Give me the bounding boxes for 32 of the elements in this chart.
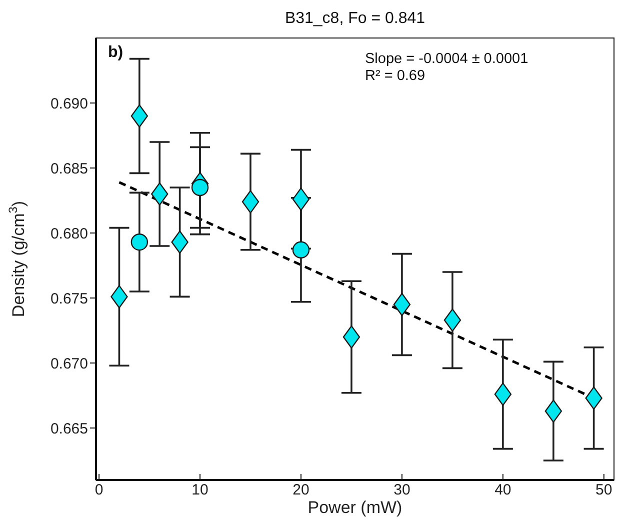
y-tick-label: 0.685 [50,160,88,178]
point [191,178,209,196]
point [110,285,128,308]
x-axis-title: Power (mW) [306,498,404,518]
point [544,400,562,423]
annotation: R² = 0.69 [365,68,426,84]
point [342,325,360,349]
point [151,182,168,206]
point [393,292,411,316]
x-tick-label: 50 [596,482,612,499]
point [292,241,310,258]
point [292,188,310,211]
x-tick-label: 40 [494,482,512,499]
y-tick-label: 0.670 [50,355,88,372]
y-tick-label: 0.680 [50,225,88,242]
point [444,308,462,332]
annotation: b) [108,44,124,62]
point [494,382,512,406]
y-tick-label: 0.675 [50,290,88,308]
point [242,190,260,214]
annotation: Slope = -0.0004 ± 0.0001 [365,51,528,67]
x-tick-label: 10 [192,482,208,499]
y-tick-label: 0.690 [50,95,88,112]
point [171,230,188,254]
point [130,234,148,251]
x-tick-label: 0 [94,482,104,499]
chart-title: B31_c8, Fo = 0.841 [284,10,426,28]
point [130,104,148,128]
y-tick-label: 0.665 [50,420,88,438]
point [585,386,602,410]
x-tick-label: 30 [394,482,410,499]
x-tick-label: 20 [292,482,310,499]
